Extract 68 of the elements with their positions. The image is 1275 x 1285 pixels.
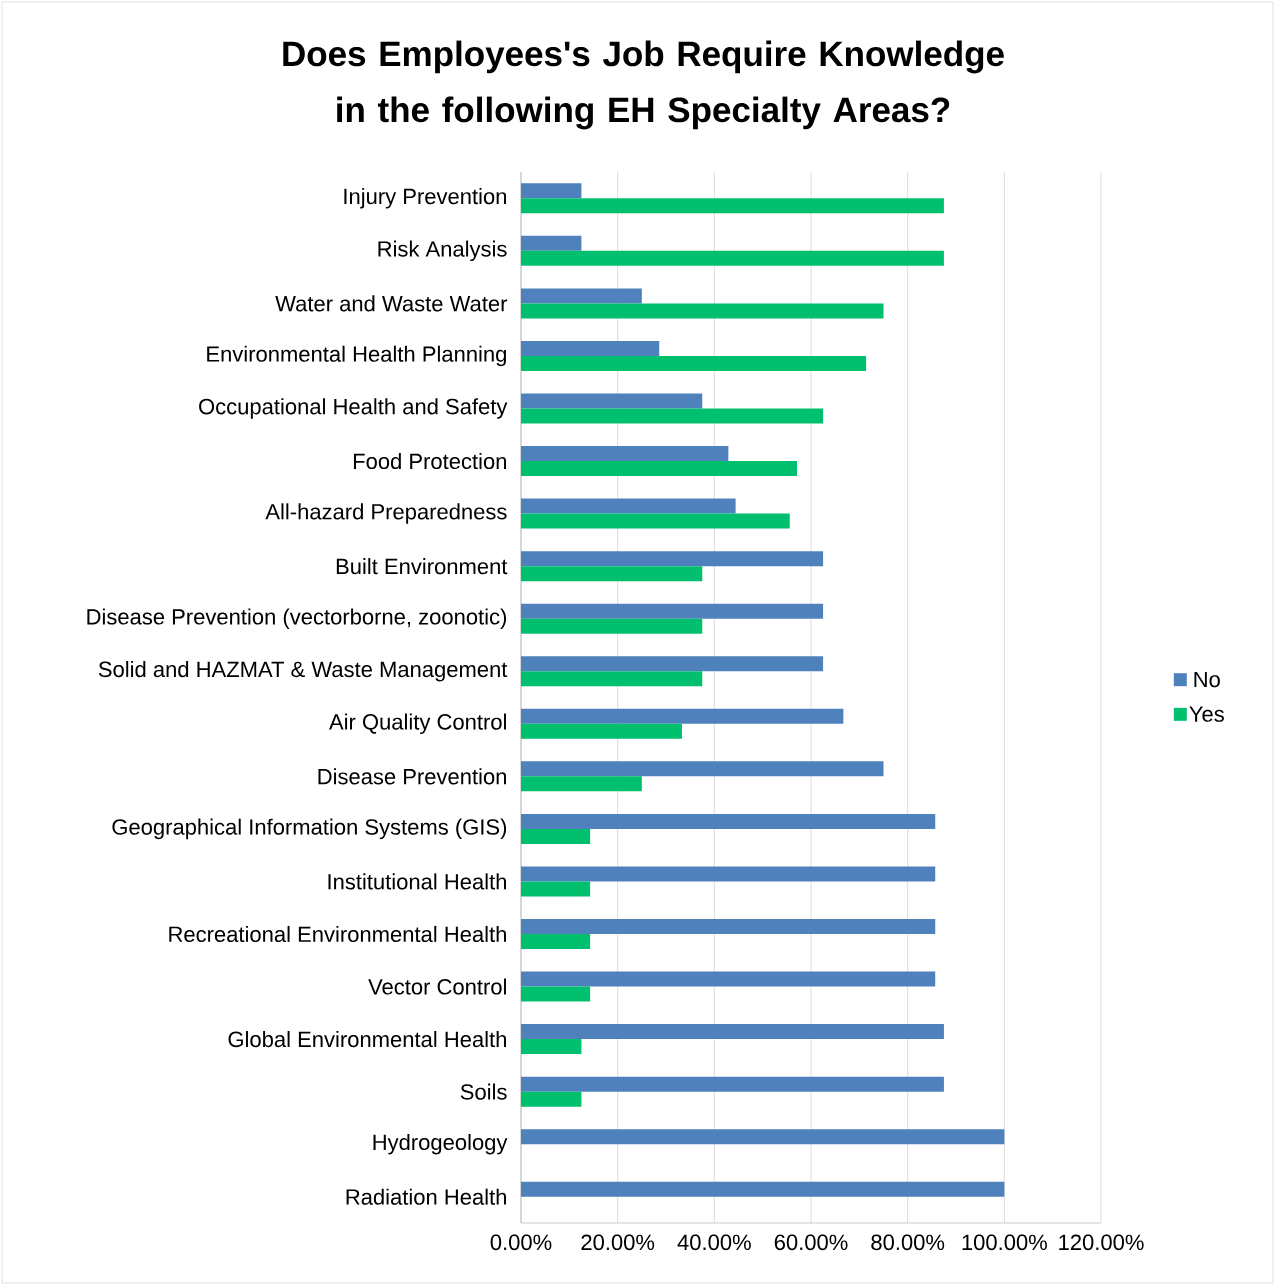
bar — [521, 355, 867, 371]
y-tick-label: Institutional Health — [328, 873, 506, 890]
bar — [521, 881, 591, 897]
bar — [521, 566, 703, 582]
bar — [521, 303, 884, 319]
y-tick-label: Air Quality Control — [329, 713, 506, 735]
y-tick-label: Radiation Health — [346, 1188, 506, 1205]
bar — [521, 183, 582, 199]
bar — [521, 235, 582, 251]
bar — [521, 1076, 944, 1092]
x-tick-label: 100.00% — [962, 1234, 1047, 1251]
x-tick-label: 0.00% — [490, 1234, 552, 1251]
bar — [521, 656, 824, 672]
y-tick-label: Global Environmental Health — [228, 1031, 506, 1048]
y-tick-label: Hydrogeology — [373, 1133, 508, 1155]
y-tick-label: Recreational Environmental Health — [169, 925, 506, 943]
bar — [521, 813, 936, 829]
bar — [521, 1091, 582, 1107]
bar — [521, 866, 936, 882]
bar — [521, 828, 591, 844]
bar — [521, 671, 703, 687]
chart-title: Does Employees's Job Require Knowledge in the following EH Specialty Areas? — [283, 40, 1004, 130]
y-tick-label: All-hazard Preparedness — [265, 503, 507, 524]
bar — [521, 340, 660, 356]
y-tick-label: Food Protection — [353, 452, 506, 470]
bar — [521, 761, 884, 777]
bar — [521, 708, 844, 724]
x-tick-label: 80.00% — [871, 1234, 945, 1251]
bar — [521, 1039, 582, 1055]
y-tick-label: Vector Control — [368, 978, 506, 995]
y-tick-label: Disease Prevention (vectorborne, zoonotic) — [87, 608, 507, 629]
bar — [521, 288, 642, 304]
bar — [521, 513, 790, 529]
legend-label: No — [1194, 671, 1220, 688]
bar — [521, 1181, 1005, 1197]
bar — [521, 918, 936, 934]
bar — [521, 971, 936, 987]
y-tick-label: Geographical Information Systems (GIS) — [112, 818, 507, 840]
bar — [521, 1024, 944, 1040]
y-tick-label: Solid and HAZMAT & Waste Management — [98, 660, 508, 682]
x-tick-label: 40.00% — [677, 1234, 751, 1251]
y-tick-label: Risk Analysis — [378, 240, 507, 262]
x-tick-label: 120.00% — [1059, 1234, 1144, 1251]
bar — [521, 408, 824, 424]
legend-label: Yes — [1189, 706, 1224, 722]
y-tick-label: Disease Prevention — [318, 768, 506, 785]
bar — [521, 446, 729, 462]
bar — [521, 603, 824, 619]
bar — [521, 393, 703, 409]
x-tick-label: 20.00% — [581, 1234, 655, 1251]
bar — [521, 1129, 1005, 1145]
bar — [521, 618, 703, 634]
bar — [521, 986, 591, 1002]
y-tick-label: Environmental Health Planning — [207, 345, 506, 367]
bar — [521, 461, 797, 477]
y-tick-label: Water and Waste Water — [275, 295, 508, 312]
bar — [521, 933, 591, 949]
bar — [521, 723, 682, 739]
y-tick-label: Built Environment — [336, 558, 508, 575]
bar — [521, 198, 944, 214]
bar — [521, 250, 944, 266]
y-tick-label: Injury Prevention — [344, 188, 506, 209]
bar — [521, 776, 642, 792]
bar — [521, 551, 824, 567]
bar — [521, 498, 736, 514]
y-tick-label: Soils — [460, 1083, 507, 1100]
y-tick-label: Occupational Health and Safety — [199, 398, 508, 419]
x-tick-label: 60.00% — [774, 1234, 848, 1251]
